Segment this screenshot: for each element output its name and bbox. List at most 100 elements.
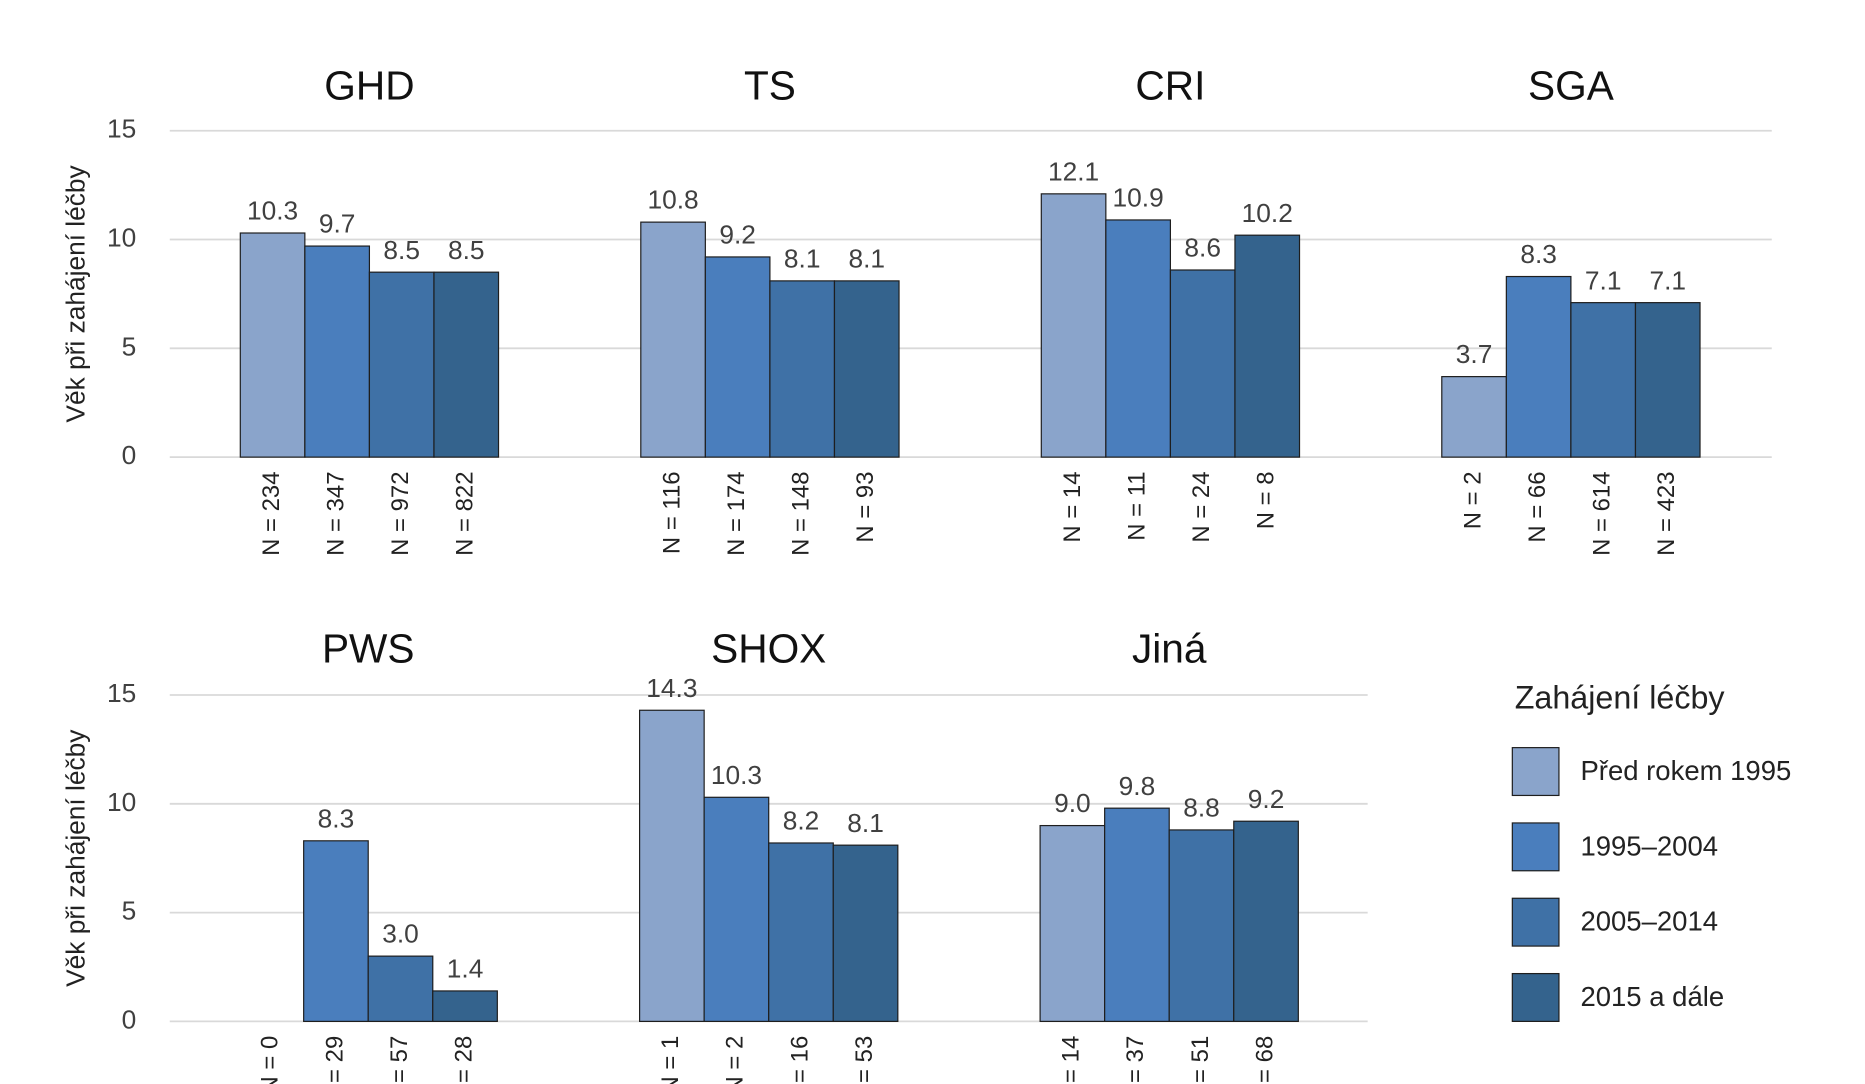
y-tick-label: 15 (107, 678, 136, 708)
n-label: N = 116 (658, 471, 685, 554)
bar (1169, 269, 1236, 458)
value-label: 3.0 (382, 919, 419, 949)
value-label: 8.8 (1183, 793, 1220, 823)
y-tick-label: 5 (122, 331, 137, 361)
n-label: N = 148 (788, 471, 815, 555)
value-label: 8.3 (318, 803, 355, 833)
value-label: 7.1 (1585, 265, 1622, 295)
n-label: N = 822 (452, 471, 479, 555)
bar (704, 256, 771, 458)
panel-title: TS (744, 63, 796, 109)
value-label: 7.1 (1649, 265, 1686, 295)
bar (1104, 807, 1170, 1022)
bar (703, 796, 770, 1022)
bar (433, 271, 500, 458)
y-tick-label: 0 (122, 440, 137, 470)
n-label: N = 1 (657, 1036, 684, 1084)
bar (1570, 302, 1637, 458)
n-label: N = 2 (1459, 471, 1486, 529)
value-label: 8.5 (448, 235, 485, 265)
n-label: N = 8 (1253, 471, 1280, 529)
bar (833, 280, 900, 458)
n-label: N = 24 (1188, 471, 1215, 542)
value-label: 9.7 (319, 209, 356, 239)
n-label: N = 614 (1588, 471, 1615, 555)
y-axis-label: Věk při zahájení léčby (61, 164, 91, 422)
legend-swatch (1511, 822, 1560, 872)
legend-label: 2005–2014 (1580, 906, 1718, 937)
legend-title: Zahájení léčby (1515, 679, 1726, 715)
n-label: N = 234 (258, 471, 285, 555)
bar (639, 709, 705, 1022)
bar (432, 990, 498, 1022)
n-label: N = 972 (387, 471, 414, 555)
value-label: 10.3 (711, 760, 762, 790)
n-label: N = 14 (1058, 1036, 1085, 1084)
n-label: N = 174 (723, 471, 750, 555)
bar (1634, 302, 1701, 458)
n-label: N = 347 (322, 471, 349, 555)
y-tick-label: 0 (122, 1004, 137, 1034)
value-label: 8.2 (783, 806, 820, 836)
y-tick-label: 5 (122, 896, 137, 926)
value-label: 9.8 (1119, 771, 1156, 801)
panel-title: CRI (1135, 63, 1205, 109)
bar (1168, 829, 1235, 1022)
bar (1505, 275, 1572, 458)
value-label: 14.3 (646, 673, 697, 703)
bar (239, 232, 306, 458)
y-axis-label: Věk při zahájení léčby (61, 729, 91, 987)
bar (1233, 820, 1299, 1022)
bar (1105, 219, 1172, 458)
value-label: 8.6 (1184, 233, 1221, 263)
bar (640, 221, 706, 458)
value-label: 8.5 (383, 235, 420, 265)
bar (1441, 376, 1507, 458)
n-label: N = 14 (1059, 471, 1086, 542)
bar (368, 271, 435, 458)
n-label: N = 0 (257, 1036, 284, 1084)
legend-swatch (1511, 897, 1560, 947)
y-tick-label: 10 (107, 787, 136, 817)
n-label: N = 93 (852, 471, 879, 542)
n-label: N = 66 (1524, 471, 1551, 542)
n-label: N = 29 (321, 1036, 348, 1084)
panel-title: SHOX (711, 626, 826, 672)
value-label: 8.1 (784, 244, 821, 274)
value-label: 3.7 (1456, 339, 1493, 369)
panel-title: SGA (1528, 63, 1615, 109)
value-label: 10.2 (1242, 198, 1293, 228)
bar (303, 840, 369, 1022)
bar (769, 280, 836, 458)
value-label: 10.9 (1113, 183, 1164, 213)
bar (832, 844, 899, 1022)
value-label: 9.2 (1248, 784, 1285, 814)
n-label: N = 53 (851, 1036, 878, 1084)
panel-title: GHD (324, 63, 414, 109)
bar (367, 955, 434, 1022)
panel-title: Jiná (1132, 626, 1207, 672)
bar (1039, 824, 1106, 1022)
value-label: 8.1 (847, 808, 884, 838)
n-label: N = 57 (386, 1036, 413, 1084)
value-label: 1.4 (447, 954, 484, 984)
y-tick-label: 10 (107, 222, 136, 252)
value-label: 8.1 (848, 244, 885, 274)
n-label: N = 28 (450, 1036, 477, 1084)
panel-title: PWS (322, 626, 415, 672)
value-label: 8.3 (1520, 239, 1557, 269)
legend-label: 2015 a dále (1580, 981, 1724, 1012)
n-label: N = 2 (722, 1036, 749, 1084)
value-label: 10.3 (247, 196, 298, 226)
legend-label: 1995–2004 (1580, 830, 1718, 861)
bar (768, 842, 834, 1022)
n-label: N = 68 (1251, 1036, 1278, 1084)
value-label: 9.2 (719, 220, 756, 250)
legend-swatch (1511, 747, 1560, 797)
legend-label: Před rokem 1995 (1580, 755, 1791, 786)
bar (304, 245, 371, 458)
n-label: N = 37 (1122, 1036, 1149, 1084)
bar (1040, 193, 1107, 458)
n-label: N = 423 (1653, 471, 1680, 555)
y-tick-label: 15 (107, 114, 136, 144)
